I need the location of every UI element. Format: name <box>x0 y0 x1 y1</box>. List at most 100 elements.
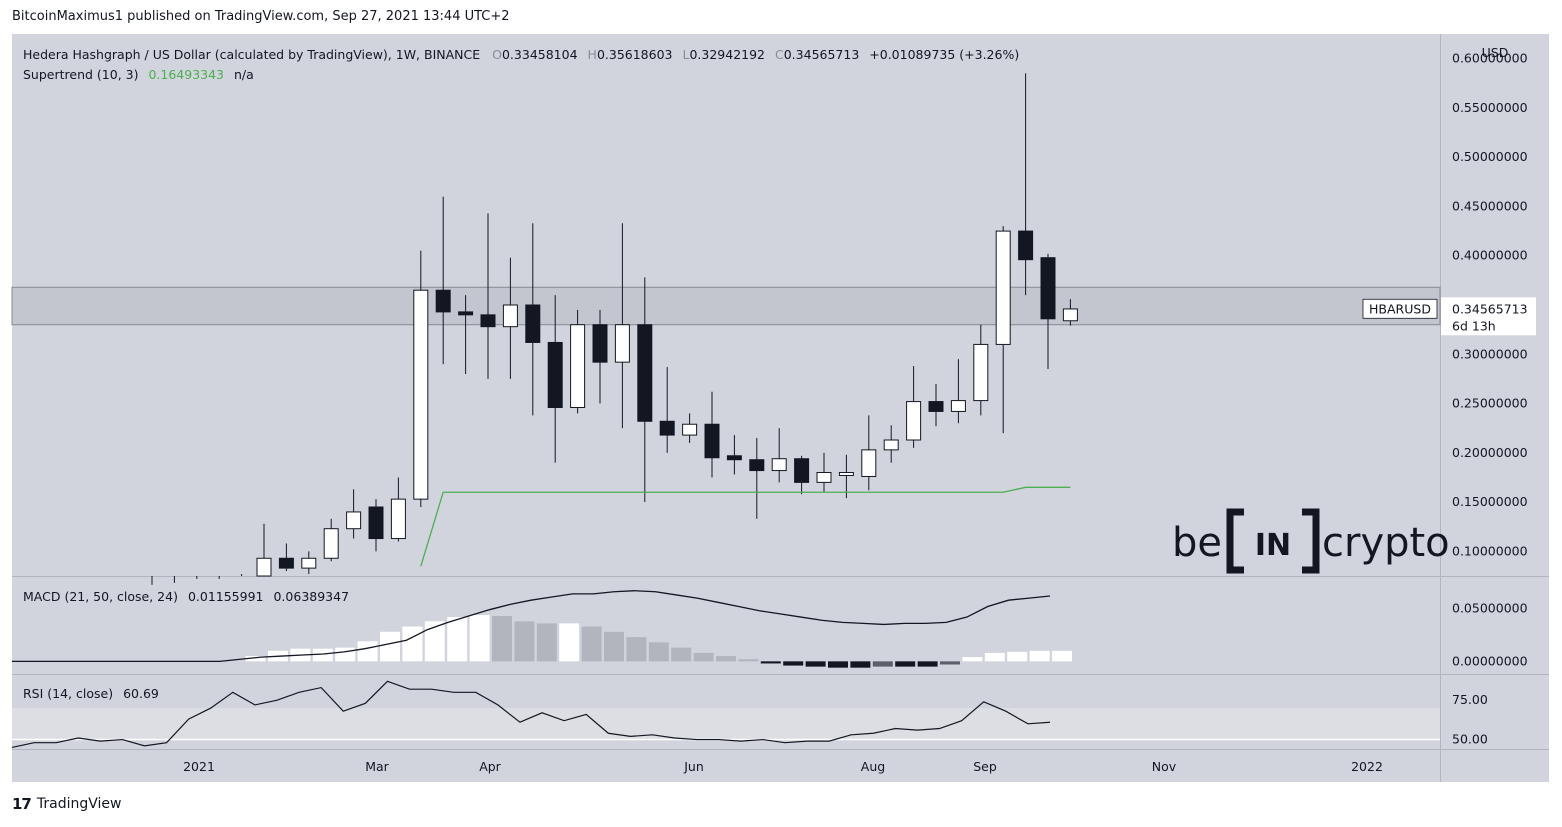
candle-body <box>547 341 563 408</box>
candles-group <box>151 73 1078 585</box>
candle-body <box>592 324 608 363</box>
candle-body <box>861 449 877 477</box>
candle-body <box>637 324 653 422</box>
macd-histogram-bar <box>917 661 938 667</box>
macd-histogram-bar <box>492 616 512 662</box>
macd-value-2: 0.06389347 <box>273 589 349 604</box>
rsi-label: RSI (14, close) <box>23 686 113 701</box>
rsi-value: 60.69 <box>123 686 159 701</box>
candle-body <box>928 401 944 412</box>
tradingview-logo-icon: 17 <box>12 795 32 813</box>
macd-histogram-bar <box>962 657 983 662</box>
candle-body <box>278 557 294 569</box>
macd-histogram-bar <box>447 617 468 662</box>
macd-histogram-bar <box>648 642 669 662</box>
legend-open-key: O <box>492 47 502 62</box>
macd-histogram-bar <box>626 637 647 662</box>
macd-histogram-bar <box>424 621 445 662</box>
macd-histogram-bar <box>245 656 266 662</box>
supertrend-label: Supertrend (10, 3) <box>23 67 138 82</box>
candle-body <box>413 289 429 500</box>
candle-body <box>502 304 518 328</box>
countdown: 6d 13h <box>1452 318 1496 333</box>
candle-body <box>435 289 451 313</box>
time-tick-label: 2021 <box>183 759 215 774</box>
macd-histogram-bar <box>335 647 356 662</box>
last-price-box <box>1441 297 1536 336</box>
macd-tick-label: 0.00000000 <box>1452 653 1528 668</box>
footer: 17 TradingView <box>12 795 121 813</box>
time-tick-label: Nov <box>1152 759 1177 774</box>
price-axis-ticks: 0.60000000 0.55000000 0.50000000 0.45000000… <box>1452 51 1528 559</box>
resistance-zone <box>11 286 1441 326</box>
time-tick-label: Aug <box>861 759 885 774</box>
price-tick-label: 0.60000000 <box>1452 51 1528 66</box>
candle-body <box>256 557 272 577</box>
candle-body <box>816 472 832 483</box>
price-tick-label: 0.55000000 <box>1452 100 1528 115</box>
macd-histogram-bar <box>805 661 826 667</box>
candle-body <box>458 311 474 316</box>
candle-body <box>1040 257 1056 320</box>
rsi-band <box>12 708 1440 740</box>
price-tick-label: 0.45000000 <box>1452 198 1528 213</box>
macd-histogram-bar <box>402 626 423 662</box>
price-tick-label: 0.25000000 <box>1452 396 1528 411</box>
candle-body <box>682 423 698 436</box>
legend-change: +0.01089735 (+3.26%) <box>869 47 1019 62</box>
macd-histogram-bar <box>581 626 602 662</box>
candle-body <box>794 458 810 483</box>
supertrend-legend: Supertrend (10, 3) 0.16493343 n/a <box>23 67 254 82</box>
candle-body <box>771 458 787 472</box>
macd-histogram-bar <box>671 647 692 662</box>
footer-brand[interactable]: TradingView <box>36 796 122 812</box>
candle-body <box>480 314 496 328</box>
candle-body <box>950 400 966 412</box>
macd-histogram <box>245 614 1072 668</box>
macd-histogram-bar <box>469 614 490 662</box>
macd-label: MACD (21, 50, close, 24) <box>23 589 178 604</box>
candle-body <box>659 420 675 436</box>
macd-histogram-bar <box>1029 650 1050 662</box>
macd-histogram-bar <box>536 623 557 662</box>
macd-histogram-bar <box>357 641 378 662</box>
candle-body <box>614 324 630 363</box>
macd-histogram-bar <box>1007 651 1028 662</box>
supertrend-na: n/a <box>234 67 254 82</box>
macd-legend: MACD (21, 50, close, 24) 0.01155991 0.06… <box>23 589 349 604</box>
candle-body <box>1018 230 1034 261</box>
candle-body <box>368 506 384 540</box>
candle-body <box>906 401 922 441</box>
macd-histogram-bar <box>783 661 804 666</box>
macd-value-1: 0.01155991 <box>188 589 264 604</box>
price-axis-background <box>1441 34 1549 782</box>
symbol-tag: HBARUSD <box>1369 301 1431 316</box>
publisher-line: BitcoinMaximus1 published on TradingView… <box>12 9 510 24</box>
time-tick-label: 2022 <box>1351 759 1383 774</box>
time-tick-label: Apr <box>479 759 501 774</box>
macd-histogram-bar <box>850 661 871 668</box>
macd-histogram-bar <box>760 661 781 664</box>
macd-histogram-bar <box>514 621 535 662</box>
candle-body <box>570 324 586 408</box>
candle-body <box>838 472 854 476</box>
rsi-line <box>11 680 1051 749</box>
supertrend-line <box>420 486 1071 567</box>
macd-histogram-bar <box>738 659 759 662</box>
price-tick-label: 0.40000000 <box>1452 248 1528 263</box>
candle-body <box>749 459 765 472</box>
logo-text-crypto: crypto <box>1322 520 1450 566</box>
price-tick-label: 0.50000000 <box>1452 149 1528 164</box>
time-tick-label: Sep <box>973 759 997 774</box>
macd-histogram-bar <box>1052 650 1072 662</box>
macd-histogram-bar <box>940 661 960 665</box>
price-axis-currency: USD <box>1482 45 1509 60</box>
logo-brackets <box>1226 508 1320 574</box>
candle-body <box>704 423 720 459</box>
rsi-tick-label: 50.00 <box>1452 732 1488 747</box>
rsi-legend: RSI (14, close) 60.69 <box>23 686 159 701</box>
time-tick-label: Mar <box>365 759 389 774</box>
macd-histogram-bar <box>693 652 714 662</box>
price-tick-label: 0.10000000 <box>1452 543 1528 558</box>
